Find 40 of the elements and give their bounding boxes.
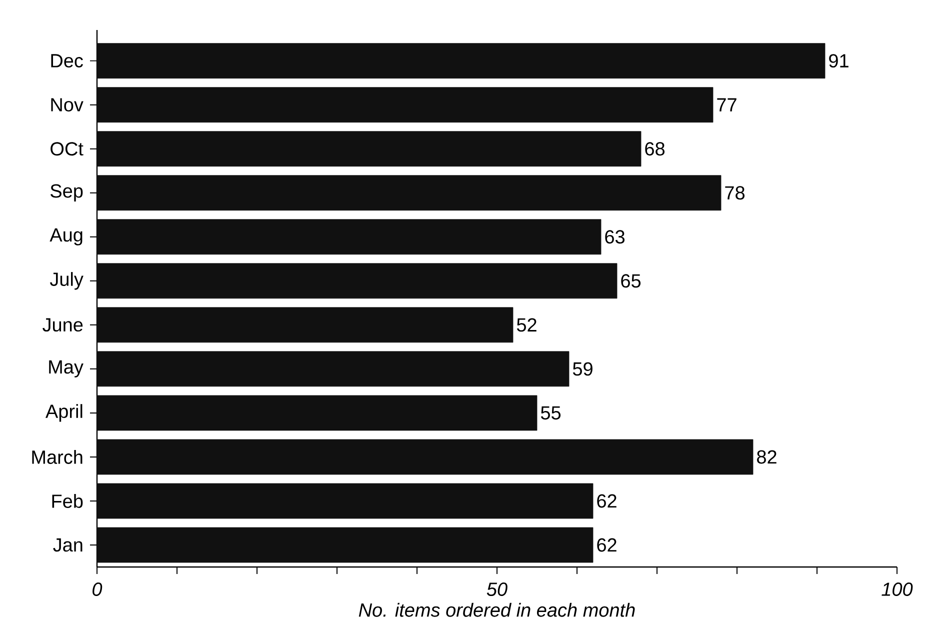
bar xyxy=(96,307,514,343)
data-label: 59 xyxy=(572,362,592,376)
y-tick-label: Dec xyxy=(51,54,83,68)
bar xyxy=(96,87,714,123)
y-tick-label: March xyxy=(32,450,82,464)
y-tick-label: Feb xyxy=(52,494,83,508)
bar xyxy=(96,483,594,519)
x-tick-label: 50 xyxy=(486,582,508,596)
data-label: 68 xyxy=(645,142,665,156)
bar xyxy=(96,219,602,255)
x-axis-title: No. items ordered in each month xyxy=(358,602,635,617)
bar xyxy=(96,43,826,79)
bar xyxy=(96,175,722,211)
data-label: 62 xyxy=(597,494,616,508)
bar xyxy=(96,131,642,167)
y-tick-label: Jan xyxy=(53,538,82,552)
bar xyxy=(96,351,570,387)
bar xyxy=(96,263,618,299)
x-tick-label: 100 xyxy=(882,582,913,596)
y-tick-label: July xyxy=(50,272,84,290)
data-label: 78 xyxy=(725,186,745,200)
data-label: 55 xyxy=(540,406,561,420)
bar xyxy=(96,527,594,563)
y-tick-label: Sep xyxy=(50,184,83,202)
data-label: 77 xyxy=(717,98,736,112)
bar xyxy=(96,395,538,431)
bar xyxy=(96,439,754,475)
data-label: 65 xyxy=(621,274,641,288)
y-tick-label: April xyxy=(45,404,82,422)
x-tick-label: 0 xyxy=(92,582,102,596)
y-tick-label: Nov xyxy=(51,98,84,112)
data-label: 62 xyxy=(597,538,616,552)
y-tick-label: Aug xyxy=(50,228,82,246)
data-label: 63 xyxy=(605,230,625,244)
y-tick-label: May xyxy=(49,360,84,378)
data-label: 82 xyxy=(757,450,776,464)
y-tick-label: June xyxy=(42,318,83,332)
data-label: 91 xyxy=(829,54,848,68)
data-label: 52 xyxy=(516,318,536,332)
y-tick-label: OCt xyxy=(50,142,84,156)
